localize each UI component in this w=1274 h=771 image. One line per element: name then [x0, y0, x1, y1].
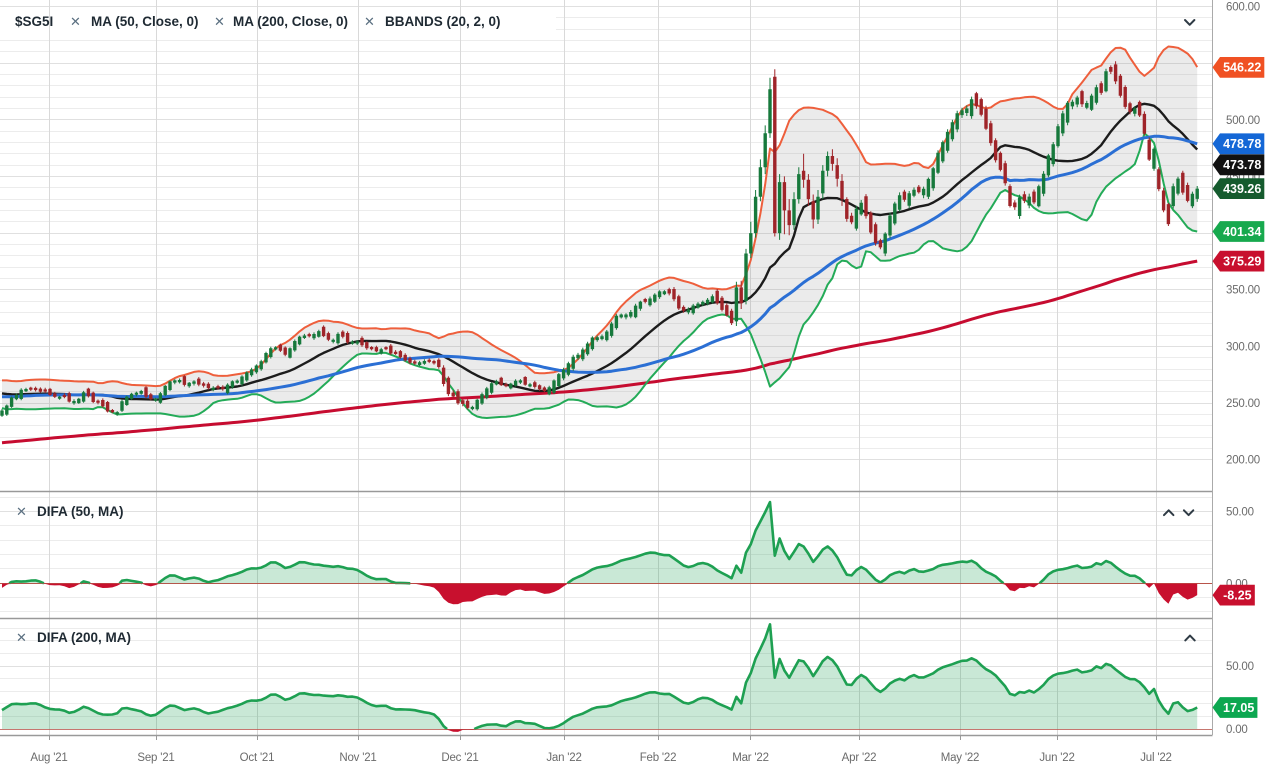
svg-text:Jun '22: Jun '22	[1039, 752, 1074, 764]
svg-text:600.00: 600.00	[1226, 1, 1260, 13]
svg-text:✕: ✕	[16, 504, 27, 519]
svg-text:Feb '22: Feb '22	[640, 752, 677, 764]
svg-text:-8.25: -8.25	[1223, 588, 1252, 602]
svg-text:50.00: 50.00	[1226, 507, 1254, 519]
svg-text:✕: ✕	[16, 630, 27, 645]
svg-text:546.22: 546.22	[1223, 61, 1261, 75]
svg-text:$SG5I: $SG5I	[15, 14, 53, 29]
svg-text:250.00: 250.00	[1226, 398, 1260, 410]
svg-text:478.78: 478.78	[1223, 137, 1261, 151]
svg-text:Nov '21: Nov '21	[339, 752, 376, 764]
svg-text:DIFA (50, MA): DIFA (50, MA)	[37, 504, 124, 519]
svg-text:17.05: 17.05	[1223, 701, 1254, 715]
svg-text:375.29: 375.29	[1223, 254, 1261, 268]
svg-text:MA (50, Close, 0): MA (50, Close, 0)	[91, 14, 199, 29]
svg-text:350.00: 350.00	[1226, 285, 1260, 297]
svg-text:500.00: 500.00	[1226, 115, 1260, 127]
svg-text:Aug '21: Aug '21	[30, 752, 67, 764]
svg-text:Jul '22: Jul '22	[1140, 752, 1171, 764]
svg-text:Sep '21: Sep '21	[137, 752, 174, 764]
svg-text:✕: ✕	[70, 14, 81, 29]
svg-text:DIFA (200, MA): DIFA (200, MA)	[37, 630, 131, 645]
svg-text:401.34: 401.34	[1223, 225, 1261, 239]
svg-text:Mar '22: Mar '22	[732, 752, 769, 764]
svg-text:MA (200, Close, 0): MA (200, Close, 0)	[233, 14, 348, 29]
svg-text:BBANDS (20, 2, 0): BBANDS (20, 2, 0)	[385, 14, 501, 29]
svg-text:Oct '21: Oct '21	[240, 752, 275, 764]
svg-text:Dec '21: Dec '21	[441, 752, 478, 764]
svg-text:May '22: May '22	[941, 752, 980, 764]
svg-text:300.00: 300.00	[1226, 341, 1260, 353]
svg-text:473.78: 473.78	[1223, 158, 1261, 172]
svg-text:439.26: 439.26	[1223, 182, 1261, 196]
svg-text:✕: ✕	[364, 14, 375, 29]
svg-text:Apr '22: Apr '22	[842, 752, 877, 764]
svg-text:✕: ✕	[214, 14, 225, 29]
svg-text:Jan '22: Jan '22	[546, 752, 581, 764]
svg-text:0.00: 0.00	[1226, 724, 1248, 736]
svg-text:200.00: 200.00	[1226, 455, 1260, 467]
svg-text:50.00: 50.00	[1226, 661, 1254, 673]
